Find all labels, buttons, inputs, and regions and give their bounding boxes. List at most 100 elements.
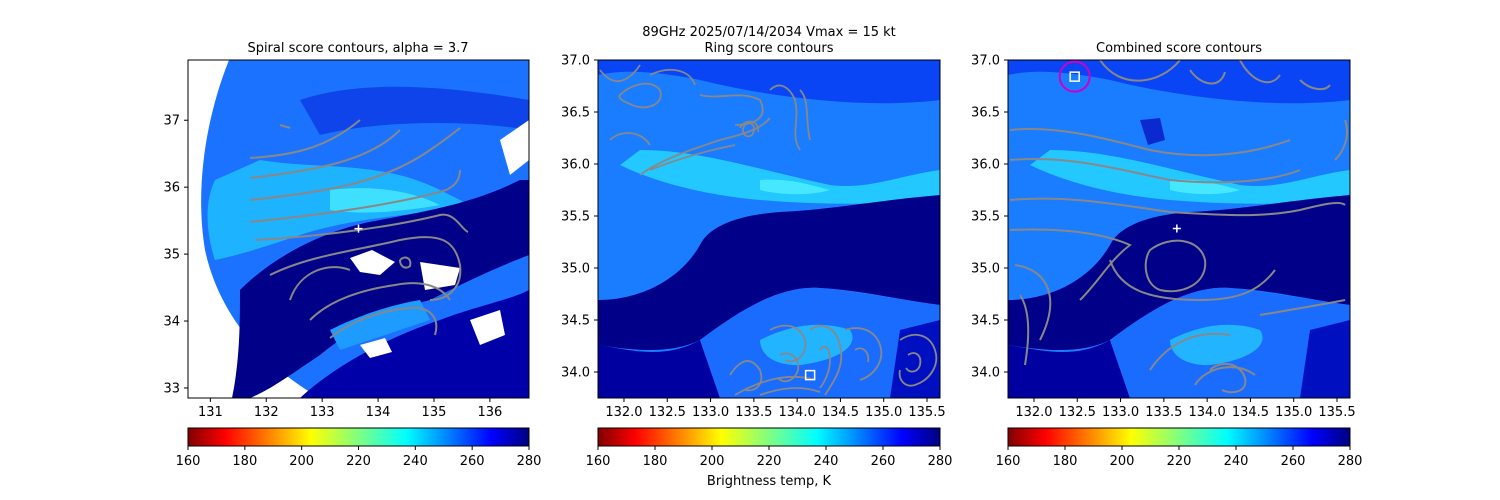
spiral-contours (249, 119, 469, 339)
x-tick-label: 134.5 (822, 405, 859, 420)
combined-contours (1009, 60, 1348, 394)
colorbar-tick-label: 240 (1224, 454, 1249, 469)
x-tick-label: 132 (254, 405, 279, 420)
x-tick-label: 135 (422, 405, 447, 420)
colorbar-2-ticks: 160 180 200 220 240 260 280 (586, 446, 952, 469)
colorbar-2: 160 180 200 220 240 260 280 Brightness temp, K (586, 427, 952, 489)
colorbar-3: 160 180 200 220 240 260 280 (996, 427, 1363, 469)
x-tick-label: 134.0 (1189, 405, 1226, 420)
y-tick-label: 34.0 (561, 366, 590, 381)
y-tick-label: 36 (163, 181, 180, 196)
spiral-cyan-core (330, 188, 440, 213)
y-tick-label: 36.5 (561, 106, 590, 121)
colorbar-tick-label: 200 (289, 454, 314, 469)
x-tick-label: 135.0 (1275, 405, 1312, 420)
colorbar-tick-label: 260 (1281, 454, 1306, 469)
y-tick-label: 36.5 (971, 106, 1000, 121)
x-tick-label: 133.0 (1102, 405, 1139, 420)
colorbar-tick-label: 180 (643, 454, 668, 469)
colorbar-tick-label: 160 (176, 454, 201, 469)
spiral-dark-band (232, 180, 529, 398)
y-tick-label: 35 (163, 248, 180, 263)
ring-cyan-core (760, 179, 830, 195)
y-tick-label: 34.5 (561, 314, 590, 329)
ring-best-marker (804, 369, 816, 381)
combined-cyan-core (1170, 179, 1240, 195)
combined-best-marker (1069, 71, 1080, 82)
colorbar-tick-label: 260 (460, 454, 485, 469)
x-tick-label: 133 (310, 405, 335, 420)
combined-dark-band (1008, 195, 1350, 350)
panel-ring-x-axis: 132.0 132.5 133.0 133.5 134.0 134.5 135.0 135.5 (605, 398, 946, 420)
panel-combined-frame (1007, 59, 1351, 399)
x-tick-label: 134 (366, 405, 391, 420)
combined-best-circle (1058, 60, 1091, 93)
x-tick-label: 133.5 (735, 405, 772, 420)
spiral-lower-band (300, 290, 529, 398)
x-tick-label: 132.0 (605, 405, 642, 420)
combined-top-band (1008, 60, 1350, 104)
colorbar-tick-label: 160 (996, 454, 1021, 469)
y-tick-label: 35.0 (561, 262, 590, 277)
combined-lower-right (1300, 320, 1350, 398)
y-tick-label: 36.0 (561, 158, 590, 173)
ring-warm-band (620, 150, 940, 204)
spiral-gap-3 (360, 338, 392, 358)
panel-combined-title: Combined score contours (1096, 41, 1262, 56)
colorbar-tick-label: 180 (232, 454, 257, 469)
figure-suptitle: 89GHz 2025/07/14/2034 Vmax = 15 kt (642, 25, 896, 40)
panel-ring-title: Ring score contours (704, 41, 833, 56)
x-tick-label: 131 (198, 405, 223, 420)
x-tick-label: 132.5 (649, 405, 686, 420)
spiral-gap-2 (420, 262, 460, 290)
y-tick-label: 34.5 (971, 314, 1000, 329)
x-tick-label: 136 (477, 405, 502, 420)
spiral-lower-warm (330, 300, 430, 350)
panel-ring: Ring score contours (561, 41, 946, 420)
colorbar-tick-label: 200 (700, 454, 725, 469)
ring-contours (599, 64, 938, 396)
y-tick-label: 35.0 (971, 262, 1000, 277)
ring-lower-left (598, 340, 720, 398)
panel-spiral-frame (187, 59, 530, 399)
spiral-gap-1 (350, 250, 395, 275)
x-tick-label: 135.5 (908, 405, 945, 420)
y-tick-label: 35.5 (971, 210, 1000, 225)
ring-dark-band (598, 195, 940, 350)
colorbar-tick-label: 280 (517, 454, 542, 469)
x-tick-label: 133.5 (1145, 405, 1182, 420)
y-tick-label: 33 (163, 381, 180, 396)
x-tick-label: 134.5 (1232, 405, 1269, 420)
panel-spiral-y-axis: 33 34 35 36 37 (163, 114, 188, 396)
colorbar-tick-label: 260 (871, 454, 896, 469)
colorbar-2-label: Brightness temp, K (707, 474, 832, 489)
panel-combined: Combined score contours (971, 41, 1356, 420)
panel-spiral-x-axis: 131 132 133 134 135 136 (198, 398, 502, 420)
colorbar-tick-label: 280 (1338, 454, 1363, 469)
y-tick-label: 36.0 (971, 158, 1000, 173)
colorbar-1-ticks: 160 180 200 220 240 260 280 (176, 446, 542, 469)
colorbar-3-ticks: 160 180 200 220 240 260 280 (996, 446, 1363, 469)
panel-spiral: Spiral score contours, alpha = 3.7 (163, 41, 530, 420)
x-tick-label: 132.5 (1059, 405, 1096, 420)
y-tick-label: 34 (163, 315, 180, 330)
colorbar-1: 160 180 200 220 240 260 280 (176, 427, 542, 469)
panel-spiral-title: Spiral score contours, alpha = 3.7 (247, 41, 468, 56)
y-tick-label: 37 (163, 114, 180, 129)
y-tick-label: 37.0 (971, 54, 1000, 69)
spiral-gap-5 (500, 120, 529, 175)
x-tick-label: 135.0 (865, 405, 902, 420)
combined-center-marker (1172, 224, 1181, 233)
y-tick-label: 34.0 (971, 366, 1000, 381)
colorbar-tick-label: 160 (586, 454, 611, 469)
colorbar-tick-label: 220 (757, 454, 782, 469)
panel-ring-y-axis: 34.0 34.5 35.0 35.5 36.0 36.5 37.0 (561, 54, 598, 381)
y-tick-label: 35.5 (561, 210, 590, 225)
x-tick-label: 134.0 (779, 405, 816, 420)
spiral-center-marker (354, 224, 363, 233)
colorbar-tick-label: 180 (1053, 454, 1078, 469)
spiral-gap-4 (470, 310, 505, 345)
colorbar-2-gradient (597, 427, 941, 447)
panel-combined-x-axis: 132.0 132.5 133.0 133.5 134.0 134.5 135.0 135.5 (1015, 398, 1356, 420)
combined-lower-left (1008, 340, 1130, 398)
